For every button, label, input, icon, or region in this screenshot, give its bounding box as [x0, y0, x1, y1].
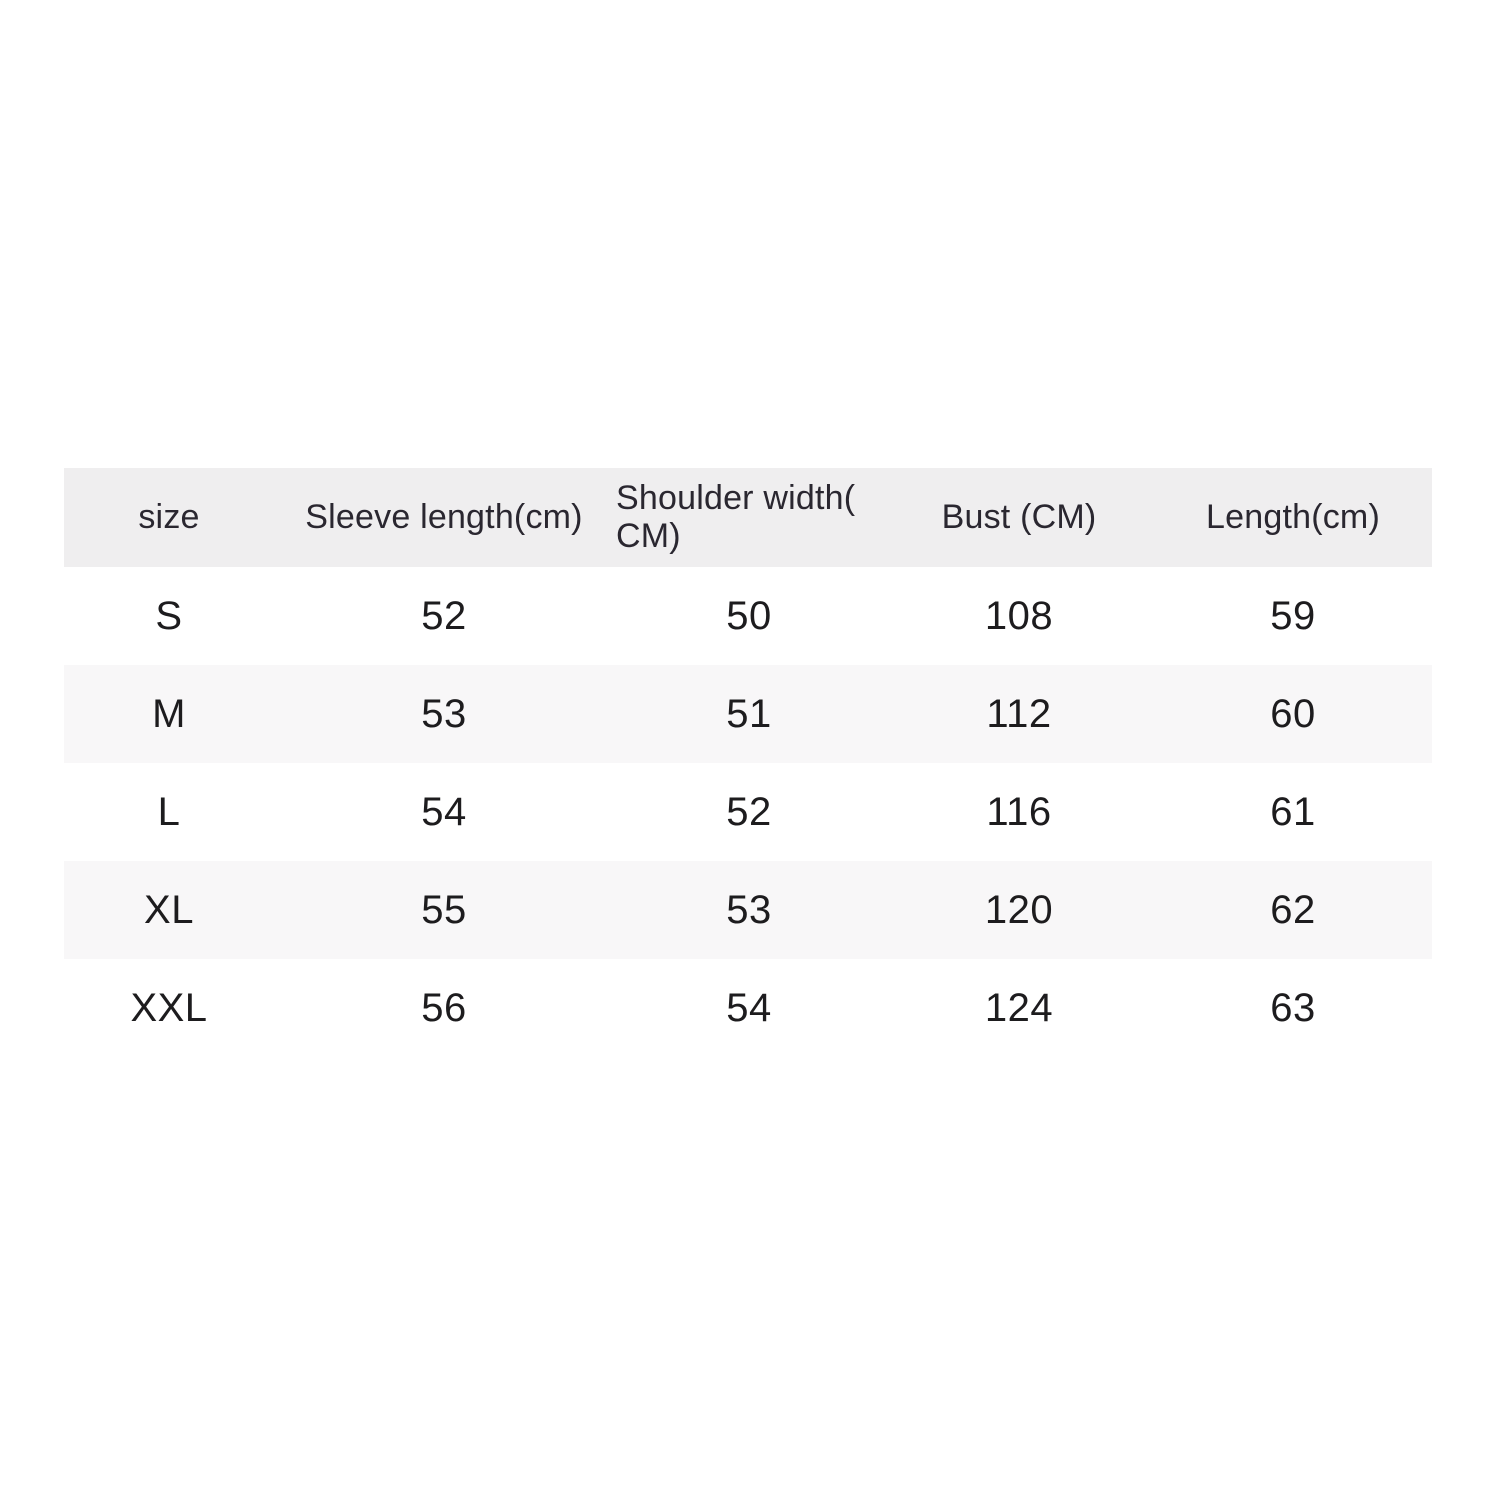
- cell-sleeve-length: 54: [274, 763, 614, 861]
- table-row-xxl: XXL 56 54 124 63: [64, 959, 1432, 1057]
- cell-length: 62: [1154, 861, 1432, 959]
- cell-length: 61: [1154, 763, 1432, 861]
- cell-sleeve-length: 56: [274, 959, 614, 1057]
- cell-shoulder-width: 50: [614, 567, 884, 665]
- cell-sleeve-length: 52: [274, 567, 614, 665]
- cell-length: 63: [1154, 959, 1432, 1057]
- table-row-l: L 54 52 116 61: [64, 763, 1432, 861]
- cell-size: L: [64, 763, 274, 861]
- cell-size: XXL: [64, 959, 274, 1057]
- cell-size: XL: [64, 861, 274, 959]
- cell-shoulder-width: 51: [614, 665, 884, 763]
- cell-size: M: [64, 665, 274, 763]
- cell-bust: 108: [884, 567, 1154, 665]
- table-header-row: size Sleeve length(cm) Shoulder width( C…: [64, 468, 1432, 567]
- cell-sleeve-length: 53: [274, 665, 614, 763]
- header-shoulder-width: Shoulder width( CM): [614, 468, 884, 567]
- cell-size: S: [64, 567, 274, 665]
- header-sleeve-length: Sleeve length(cm): [274, 468, 614, 567]
- cell-length: 60: [1154, 665, 1432, 763]
- size-chart-table: size Sleeve length(cm) Shoulder width( C…: [64, 468, 1432, 1057]
- table-row-xl: XL 55 53 120 62: [64, 861, 1432, 959]
- table-row-s: S 52 50 108 59: [64, 567, 1432, 665]
- cell-bust: 112: [884, 665, 1154, 763]
- cell-bust: 120: [884, 861, 1154, 959]
- cell-shoulder-width: 53: [614, 861, 884, 959]
- header-bust: Bust (CM): [884, 468, 1154, 567]
- header-length: Length(cm): [1154, 468, 1432, 567]
- header-size: size: [64, 468, 274, 567]
- cell-sleeve-length: 55: [274, 861, 614, 959]
- cell-shoulder-width: 54: [614, 959, 884, 1057]
- cell-length: 59: [1154, 567, 1432, 665]
- table-row-m: M 53 51 112 60: [64, 665, 1432, 763]
- cell-bust: 124: [884, 959, 1154, 1057]
- cell-shoulder-width: 52: [614, 763, 884, 861]
- cell-bust: 116: [884, 763, 1154, 861]
